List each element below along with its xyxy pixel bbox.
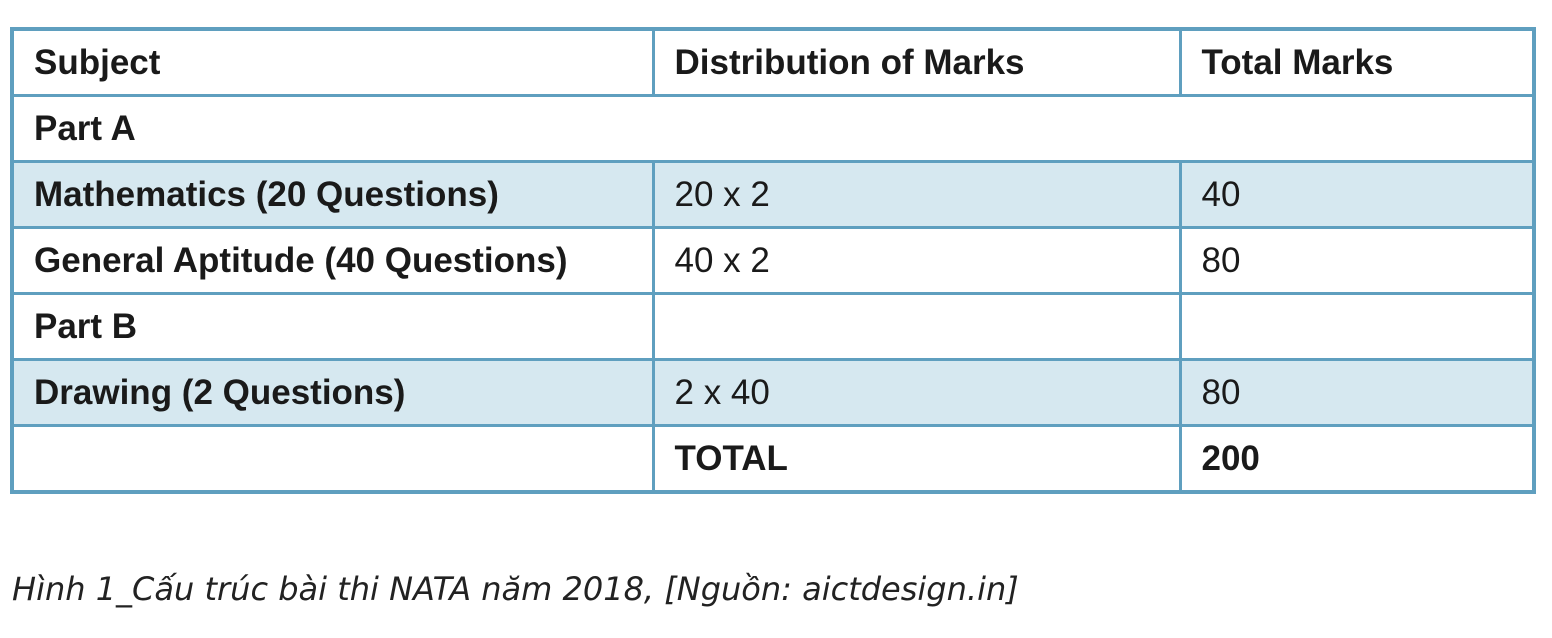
part-a-row: Part A (10, 94, 1536, 163)
row-distribution: 2 x 40 (651, 358, 1182, 427)
header-distribution: Distribution of Marks (651, 27, 1182, 97)
row-subject: Drawing (2 Questions) (10, 358, 655, 427)
table-row: Drawing (2 Questions) 2 x 40 80 (10, 358, 1536, 427)
row-total: 80 (1178, 226, 1536, 295)
total-label: TOTAL (651, 424, 1182, 494)
empty-cell (1178, 292, 1536, 361)
total-value: 200 (1178, 424, 1536, 494)
header-subject: Subject (10, 27, 655, 97)
empty-cell (10, 424, 655, 494)
table-row: Mathematics (20 Questions) 20 x 2 40 (10, 160, 1536, 229)
part-b-row: Part B (10, 292, 1536, 361)
header-total-marks: Total Marks (1178, 27, 1536, 97)
part-b-label: Part B (10, 292, 655, 361)
marks-distribution-table: Subject Distribution of Marks Total Mark… (10, 27, 1536, 494)
row-distribution: 40 x 2 (651, 226, 1182, 295)
total-row: TOTAL 200 (10, 424, 1536, 494)
table-row: General Aptitude (40 Questions) 40 x 2 8… (10, 226, 1536, 295)
figure-caption: Hình 1_Cấu trúc bài thi NATA năm 2018, [… (12, 570, 1019, 608)
row-subject: Mathematics (20 Questions) (10, 160, 655, 229)
row-total: 40 (1178, 160, 1536, 229)
row-subject: General Aptitude (40 Questions) (10, 226, 655, 295)
table-header-row: Subject Distribution of Marks Total Mark… (10, 27, 1536, 97)
row-total: 80 (1178, 358, 1536, 427)
empty-cell (651, 292, 1182, 361)
row-distribution: 20 x 2 (651, 160, 1182, 229)
part-a-label: Part A (10, 94, 1536, 163)
